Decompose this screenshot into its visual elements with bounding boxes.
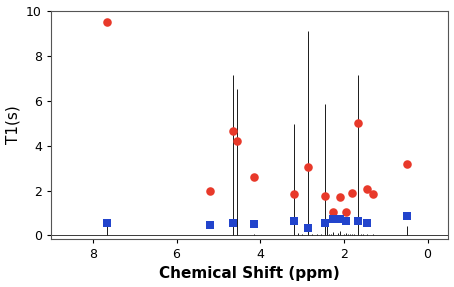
Point bbox=[250, 222, 257, 226]
Point bbox=[363, 221, 370, 225]
Point bbox=[321, 221, 329, 225]
Point bbox=[330, 210, 337, 214]
Point bbox=[330, 216, 337, 221]
Point bbox=[290, 192, 297, 196]
Point bbox=[363, 187, 370, 192]
Point bbox=[290, 219, 297, 223]
Point bbox=[207, 188, 214, 193]
Point bbox=[403, 161, 410, 166]
Point bbox=[207, 223, 214, 228]
Point bbox=[403, 214, 410, 219]
Point bbox=[229, 221, 237, 225]
Point bbox=[342, 219, 350, 223]
Point bbox=[336, 216, 343, 221]
Point bbox=[349, 191, 356, 195]
Point bbox=[233, 139, 241, 143]
X-axis label: Chemical Shift (ppm): Chemical Shift (ppm) bbox=[159, 266, 340, 282]
Point bbox=[342, 210, 350, 214]
Y-axis label: T1(s): T1(s) bbox=[5, 105, 20, 144]
Point bbox=[355, 219, 362, 223]
Point bbox=[104, 221, 111, 225]
Point bbox=[305, 225, 312, 230]
Point bbox=[305, 164, 312, 169]
Point bbox=[355, 121, 362, 125]
Point bbox=[336, 195, 343, 199]
Point bbox=[370, 192, 377, 196]
Point bbox=[104, 20, 111, 24]
Point bbox=[229, 129, 237, 133]
Point bbox=[250, 175, 257, 179]
Point bbox=[321, 194, 329, 198]
